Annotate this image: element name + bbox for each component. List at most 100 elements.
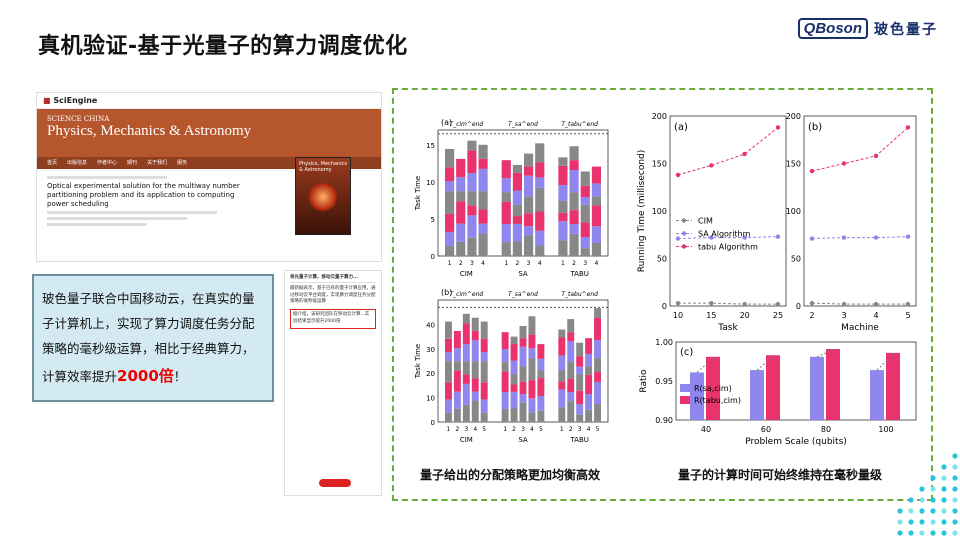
- stacked-bar-segment: [456, 191, 466, 202]
- stacked-bar-segment: [569, 160, 579, 171]
- stacked-bar-segment: [445, 338, 452, 352]
- stacked-bar-segment: [519, 338, 527, 347]
- decor-dot: [941, 519, 947, 525]
- y-tick-label: 200: [652, 112, 667, 121]
- end-time-annotation: T_tabu^end: [561, 121, 598, 128]
- x-axis-label: Problem Scale (qubits): [745, 437, 847, 447]
- data-point: [709, 235, 714, 240]
- stacked-bar-segment: [453, 361, 461, 371]
- stacked-bar-segment: [467, 140, 477, 151]
- stacked-bar-segment: [453, 330, 461, 349]
- y-tick-label: 40: [426, 321, 435, 329]
- decor-dot: [930, 475, 936, 481]
- decor-dot: [930, 497, 936, 503]
- x-tick-label: 2: [455, 426, 459, 433]
- x-tick-label: 40: [701, 425, 711, 434]
- stacked-bar-segment: [456, 158, 466, 178]
- x-tick-label: 2: [459, 260, 463, 267]
- y-tick-label: 30: [426, 346, 435, 354]
- x-tick-label: 2: [572, 260, 576, 267]
- series-line: [811, 127, 909, 172]
- y-tick-label: 20: [426, 370, 435, 378]
- x-tick-label: 3: [464, 426, 468, 433]
- stacked-bar-segment: [576, 342, 584, 357]
- stacked-bar-segment: [528, 348, 536, 359]
- end-time-annotation: T_cim^end: [449, 291, 483, 298]
- x-tick-label: 2: [516, 260, 520, 267]
- stacked-bar-segment: [445, 361, 452, 383]
- journal-nav-item[interactable]: 出版信息: [67, 160, 88, 166]
- stacked-bar-segment: [580, 204, 590, 223]
- caption-right: 量子的计算时间可始终维持在毫秒量级: [678, 468, 883, 482]
- decor-dot: [897, 508, 903, 514]
- y-tick-label: 0: [796, 302, 801, 311]
- x-axis-label: Machine: [841, 323, 879, 333]
- stacked-bar-segment: [537, 396, 545, 411]
- page-title: 真机验证-基于光量子的算力调度优化: [38, 34, 408, 59]
- stacked-bar-segment: [585, 374, 593, 395]
- decor-dot: [908, 530, 914, 536]
- stacked-bar-segment: [537, 378, 545, 397]
- journal-nav-item[interactable]: 首页: [47, 160, 58, 166]
- stacked-bar-segment: [501, 242, 511, 256]
- stacked-bar-segment: [478, 144, 488, 159]
- data-point: [709, 300, 714, 306]
- journal-banner: SCIENCE CHINA Physics, Mechanics & Astro…: [37, 109, 381, 157]
- journal-nav-item[interactable]: 期刊: [127, 160, 138, 166]
- stacked-bar-segment: [576, 414, 584, 422]
- data-point: [905, 125, 911, 130]
- x-axis-label: Task: [717, 323, 738, 333]
- stacked-bar-segment: [519, 381, 527, 395]
- legend-entry: tabu Algorithm: [698, 243, 758, 252]
- y-tick-label: 1.00: [655, 338, 673, 347]
- stacked-bar-segment: [535, 245, 545, 256]
- stacked-bar-segment: [524, 213, 534, 227]
- stacked-bar-segment: [567, 341, 575, 363]
- stacked-bar-segment: [478, 168, 488, 192]
- x-tick-label: 15: [706, 311, 716, 320]
- stacked-bar-segment: [558, 381, 566, 390]
- stacked-bar-segment: [569, 224, 579, 234]
- stacked-bar-segment: [594, 381, 601, 404]
- x-tick-label: 4: [481, 260, 485, 267]
- stacked-bar-segment: [535, 162, 545, 178]
- legend-marker: [681, 244, 687, 249]
- y-tick-label: 100: [786, 207, 801, 216]
- stacked-bar-segment: [445, 191, 455, 214]
- ratio-bar: [870, 370, 884, 420]
- journal-nav-item[interactable]: 作者中心: [97, 160, 118, 166]
- ratio-chart-frame: [675, 341, 917, 421]
- stacked-bar-segment: [558, 185, 568, 201]
- x-tick-label: 4: [530, 426, 534, 433]
- stacked-bar-segment: [524, 175, 534, 197]
- company-logo: QBoson 玻色量子: [797, 18, 938, 39]
- x-tick-label: 1: [504, 260, 508, 267]
- stacked-bar-segment: [512, 204, 522, 217]
- x-tick-label: 100: [878, 425, 893, 434]
- journal-nav-item[interactable]: 关于我们: [147, 160, 168, 166]
- stacked-bar-segment: [445, 412, 452, 422]
- journal-nav-item[interactable]: 服务: [177, 160, 188, 166]
- panel-label: (b): [808, 122, 822, 133]
- stacked-bar-segment: [585, 366, 593, 375]
- stacked-bar-segment: [510, 343, 518, 361]
- x-tick-label: 80: [821, 425, 831, 434]
- data-point: [809, 168, 815, 174]
- stacked-bar-segment: [528, 316, 536, 335]
- stacked-bar-segment: [591, 243, 601, 256]
- stacked-bar-segment: [524, 153, 534, 167]
- legend-marker: [681, 218, 687, 223]
- stacked-bar-segment: [585, 409, 593, 422]
- wechat-button: [319, 479, 351, 487]
- stacked-bar-segment: [501, 371, 509, 393]
- stacked-bar-segment: [528, 380, 536, 399]
- y-tick-label: 0.90: [655, 416, 673, 425]
- panel-label: (b): [441, 288, 452, 297]
- ratio-bar: [766, 355, 780, 420]
- stacked-bar-segment: [501, 178, 511, 193]
- stacked-bar-segment: [535, 187, 545, 212]
- stacked-bar-segment: [558, 212, 568, 222]
- stacked-bar-segment: [567, 362, 575, 379]
- stacked-bar-segment: [471, 361, 479, 379]
- stacked-bar-segment: [558, 407, 566, 422]
